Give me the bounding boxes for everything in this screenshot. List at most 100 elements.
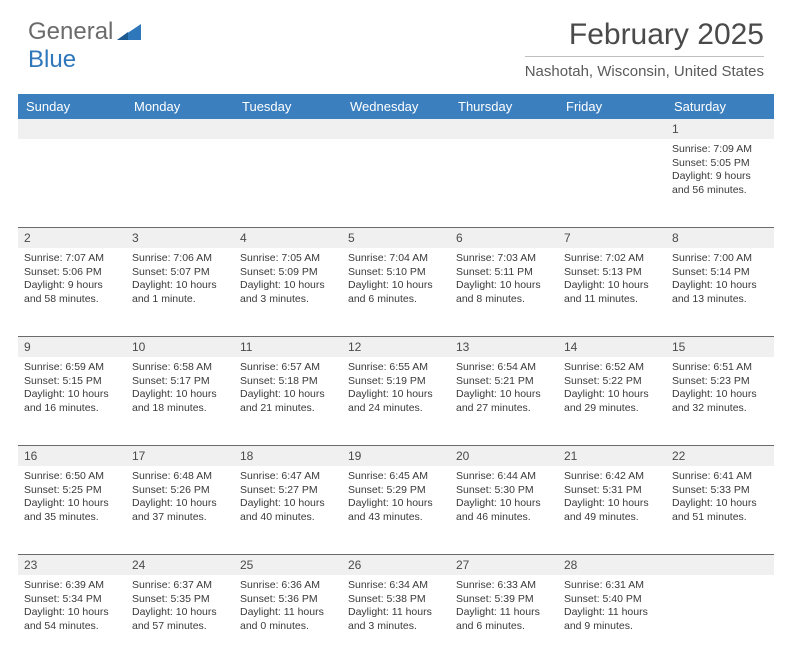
cell-line: Daylight: 10 hours — [672, 388, 768, 402]
cell-line: Sunrise: 6:54 AM — [456, 361, 552, 375]
cell-line: Sunset: 5:10 PM — [348, 266, 444, 280]
cell-line: Sunset: 5:34 PM — [24, 593, 120, 607]
month-title: February 2025 — [525, 18, 764, 52]
cell-line: Sunset: 5:39 PM — [456, 593, 552, 607]
calendar-cell: Sunrise: 6:44 AMSunset: 5:30 PMDaylight:… — [450, 466, 558, 554]
cell-line: and 18 minutes. — [132, 402, 228, 416]
cell-line: and 40 minutes. — [240, 511, 336, 525]
cell-line: Sunset: 5:36 PM — [240, 593, 336, 607]
day-number: 7 — [558, 228, 666, 248]
cell-line: and 8 minutes. — [456, 293, 552, 307]
day-number: 18 — [234, 446, 342, 466]
cell-line: and 11 minutes. — [564, 293, 660, 307]
cell-line: Sunset: 5:11 PM — [456, 266, 552, 280]
cell-line: Sunset: 5:17 PM — [132, 375, 228, 389]
day-number — [666, 555, 774, 575]
cell-line: Daylight: 9 hours — [24, 279, 120, 293]
day-header-row: SundayMondayTuesdayWednesdayThursdayFrid… — [18, 94, 774, 119]
calendar-cell: Sunrise: 7:03 AMSunset: 5:11 PMDaylight:… — [450, 248, 558, 336]
logo-text-blue: Blue — [28, 46, 76, 74]
calendar-cell: Sunrise: 7:04 AMSunset: 5:10 PMDaylight:… — [342, 248, 450, 336]
cell-line: Daylight: 10 hours — [132, 606, 228, 620]
day-number: 26 — [342, 555, 450, 575]
cell-line: Sunrise: 6:44 AM — [456, 470, 552, 484]
cell-line: Daylight: 10 hours — [240, 388, 336, 402]
cell-line: Sunrise: 6:37 AM — [132, 579, 228, 593]
cell-line: Sunrise: 6:58 AM — [132, 361, 228, 375]
calendar-cell: Sunrise: 6:59 AMSunset: 5:15 PMDaylight:… — [18, 357, 126, 445]
cell-line: Daylight: 10 hours — [456, 279, 552, 293]
day-number: 24 — [126, 555, 234, 575]
cell-line: and 24 minutes. — [348, 402, 444, 416]
calendar-cell: Sunrise: 6:33 AMSunset: 5:39 PMDaylight:… — [450, 575, 558, 663]
cell-line: Sunrise: 6:55 AM — [348, 361, 444, 375]
cell-line: Daylight: 10 hours — [132, 497, 228, 511]
cell-line: Sunset: 5:30 PM — [456, 484, 552, 498]
calendar-cell: Sunrise: 6:34 AMSunset: 5:38 PMDaylight:… — [342, 575, 450, 663]
cell-line: Daylight: 11 hours — [564, 606, 660, 620]
day-number: 12 — [342, 337, 450, 357]
cell-line: Sunrise: 7:06 AM — [132, 252, 228, 266]
day-number: 1 — [666, 119, 774, 139]
cell-line: Daylight: 10 hours — [564, 388, 660, 402]
cell-line: Sunset: 5:22 PM — [564, 375, 660, 389]
day-number — [450, 119, 558, 139]
cell-line: and 46 minutes. — [456, 511, 552, 525]
day-number: 19 — [342, 446, 450, 466]
cell-line: Sunset: 5:33 PM — [672, 484, 768, 498]
cell-line: Sunset: 5:38 PM — [348, 593, 444, 607]
day-number: 14 — [558, 337, 666, 357]
cell-line: Sunset: 5:13 PM — [564, 266, 660, 280]
day-number: 5 — [342, 228, 450, 248]
calendar-cell — [558, 139, 666, 227]
day-number: 20 — [450, 446, 558, 466]
day-number: 13 — [450, 337, 558, 357]
cell-line: Sunrise: 6:34 AM — [348, 579, 444, 593]
day-number: 23 — [18, 555, 126, 575]
day-header-cell: Sunday — [18, 94, 126, 119]
day-number: 4 — [234, 228, 342, 248]
calendar: SundayMondayTuesdayWednesdayThursdayFrid… — [18, 94, 774, 663]
cell-line: Sunset: 5:31 PM — [564, 484, 660, 498]
day-header-cell: Saturday — [666, 94, 774, 119]
calendar-cell: Sunrise: 6:48 AMSunset: 5:26 PMDaylight:… — [126, 466, 234, 554]
day-number: 25 — [234, 555, 342, 575]
calendar-cell — [666, 575, 774, 663]
cell-line: Daylight: 10 hours — [348, 388, 444, 402]
cell-line: Sunrise: 6:47 AM — [240, 470, 336, 484]
cell-line: and 58 minutes. — [24, 293, 120, 307]
cell-line: Daylight: 10 hours — [132, 388, 228, 402]
day-header-cell: Wednesday — [342, 94, 450, 119]
cell-line: Sunrise: 6:48 AM — [132, 470, 228, 484]
location-text: Nashotah, Wisconsin, United States — [525, 56, 764, 80]
cell-line: Sunset: 5:06 PM — [24, 266, 120, 280]
cell-line: and 0 minutes. — [240, 620, 336, 634]
day-number — [558, 119, 666, 139]
cell-line: and 1 minute. — [132, 293, 228, 307]
cell-line: Daylight: 10 hours — [24, 497, 120, 511]
cell-line: Sunrise: 7:09 AM — [672, 143, 768, 157]
logo-text-gray: General — [28, 18, 113, 46]
cell-line: and 29 minutes. — [564, 402, 660, 416]
cell-line: and 16 minutes. — [24, 402, 120, 416]
cell-line: Sunset: 5:25 PM — [24, 484, 120, 498]
cell-line: Sunset: 5:09 PM — [240, 266, 336, 280]
day-number: 3 — [126, 228, 234, 248]
cell-line: Daylight: 10 hours — [456, 388, 552, 402]
cell-line: Sunrise: 6:59 AM — [24, 361, 120, 375]
cell-line: Sunset: 5:18 PM — [240, 375, 336, 389]
day-number: 11 — [234, 337, 342, 357]
calendar-cell: Sunrise: 7:00 AMSunset: 5:14 PMDaylight:… — [666, 248, 774, 336]
logo-triangle-icon — [117, 22, 143, 42]
cell-line: Sunrise: 6:39 AM — [24, 579, 120, 593]
calendar-cell: Sunrise: 6:52 AMSunset: 5:22 PMDaylight:… — [558, 357, 666, 445]
day-number — [18, 119, 126, 139]
calendar-cell: Sunrise: 6:57 AMSunset: 5:18 PMDaylight:… — [234, 357, 342, 445]
cell-line: Daylight: 10 hours — [240, 497, 336, 511]
day-number: 21 — [558, 446, 666, 466]
header: General February 2025 Nashotah, Wisconsi… — [0, 0, 792, 88]
day-number: 28 — [558, 555, 666, 575]
cell-line: Sunrise: 7:05 AM — [240, 252, 336, 266]
day-header-cell: Friday — [558, 94, 666, 119]
day-number — [126, 119, 234, 139]
